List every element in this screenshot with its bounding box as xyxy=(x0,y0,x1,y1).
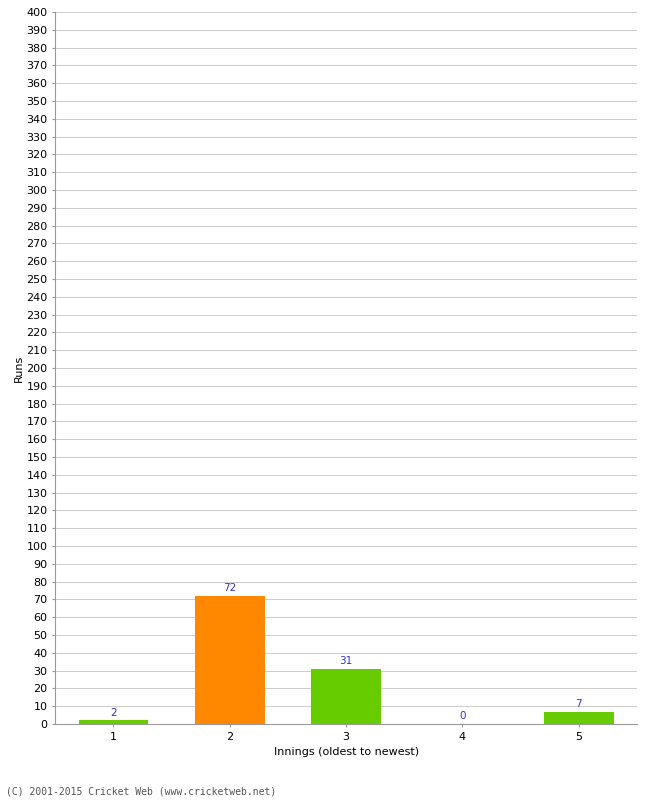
Text: 72: 72 xyxy=(223,583,237,593)
Text: 31: 31 xyxy=(339,656,353,666)
Text: (C) 2001-2015 Cricket Web (www.cricketweb.net): (C) 2001-2015 Cricket Web (www.cricketwe… xyxy=(6,786,277,796)
Bar xyxy=(311,669,381,724)
Text: 7: 7 xyxy=(575,699,582,709)
Text: 0: 0 xyxy=(459,711,465,722)
Y-axis label: Runs: Runs xyxy=(14,354,23,382)
X-axis label: Innings (oldest to newest): Innings (oldest to newest) xyxy=(274,747,419,757)
Bar xyxy=(195,596,265,724)
Bar xyxy=(544,711,614,724)
Text: 2: 2 xyxy=(110,708,117,718)
Bar xyxy=(79,721,148,724)
